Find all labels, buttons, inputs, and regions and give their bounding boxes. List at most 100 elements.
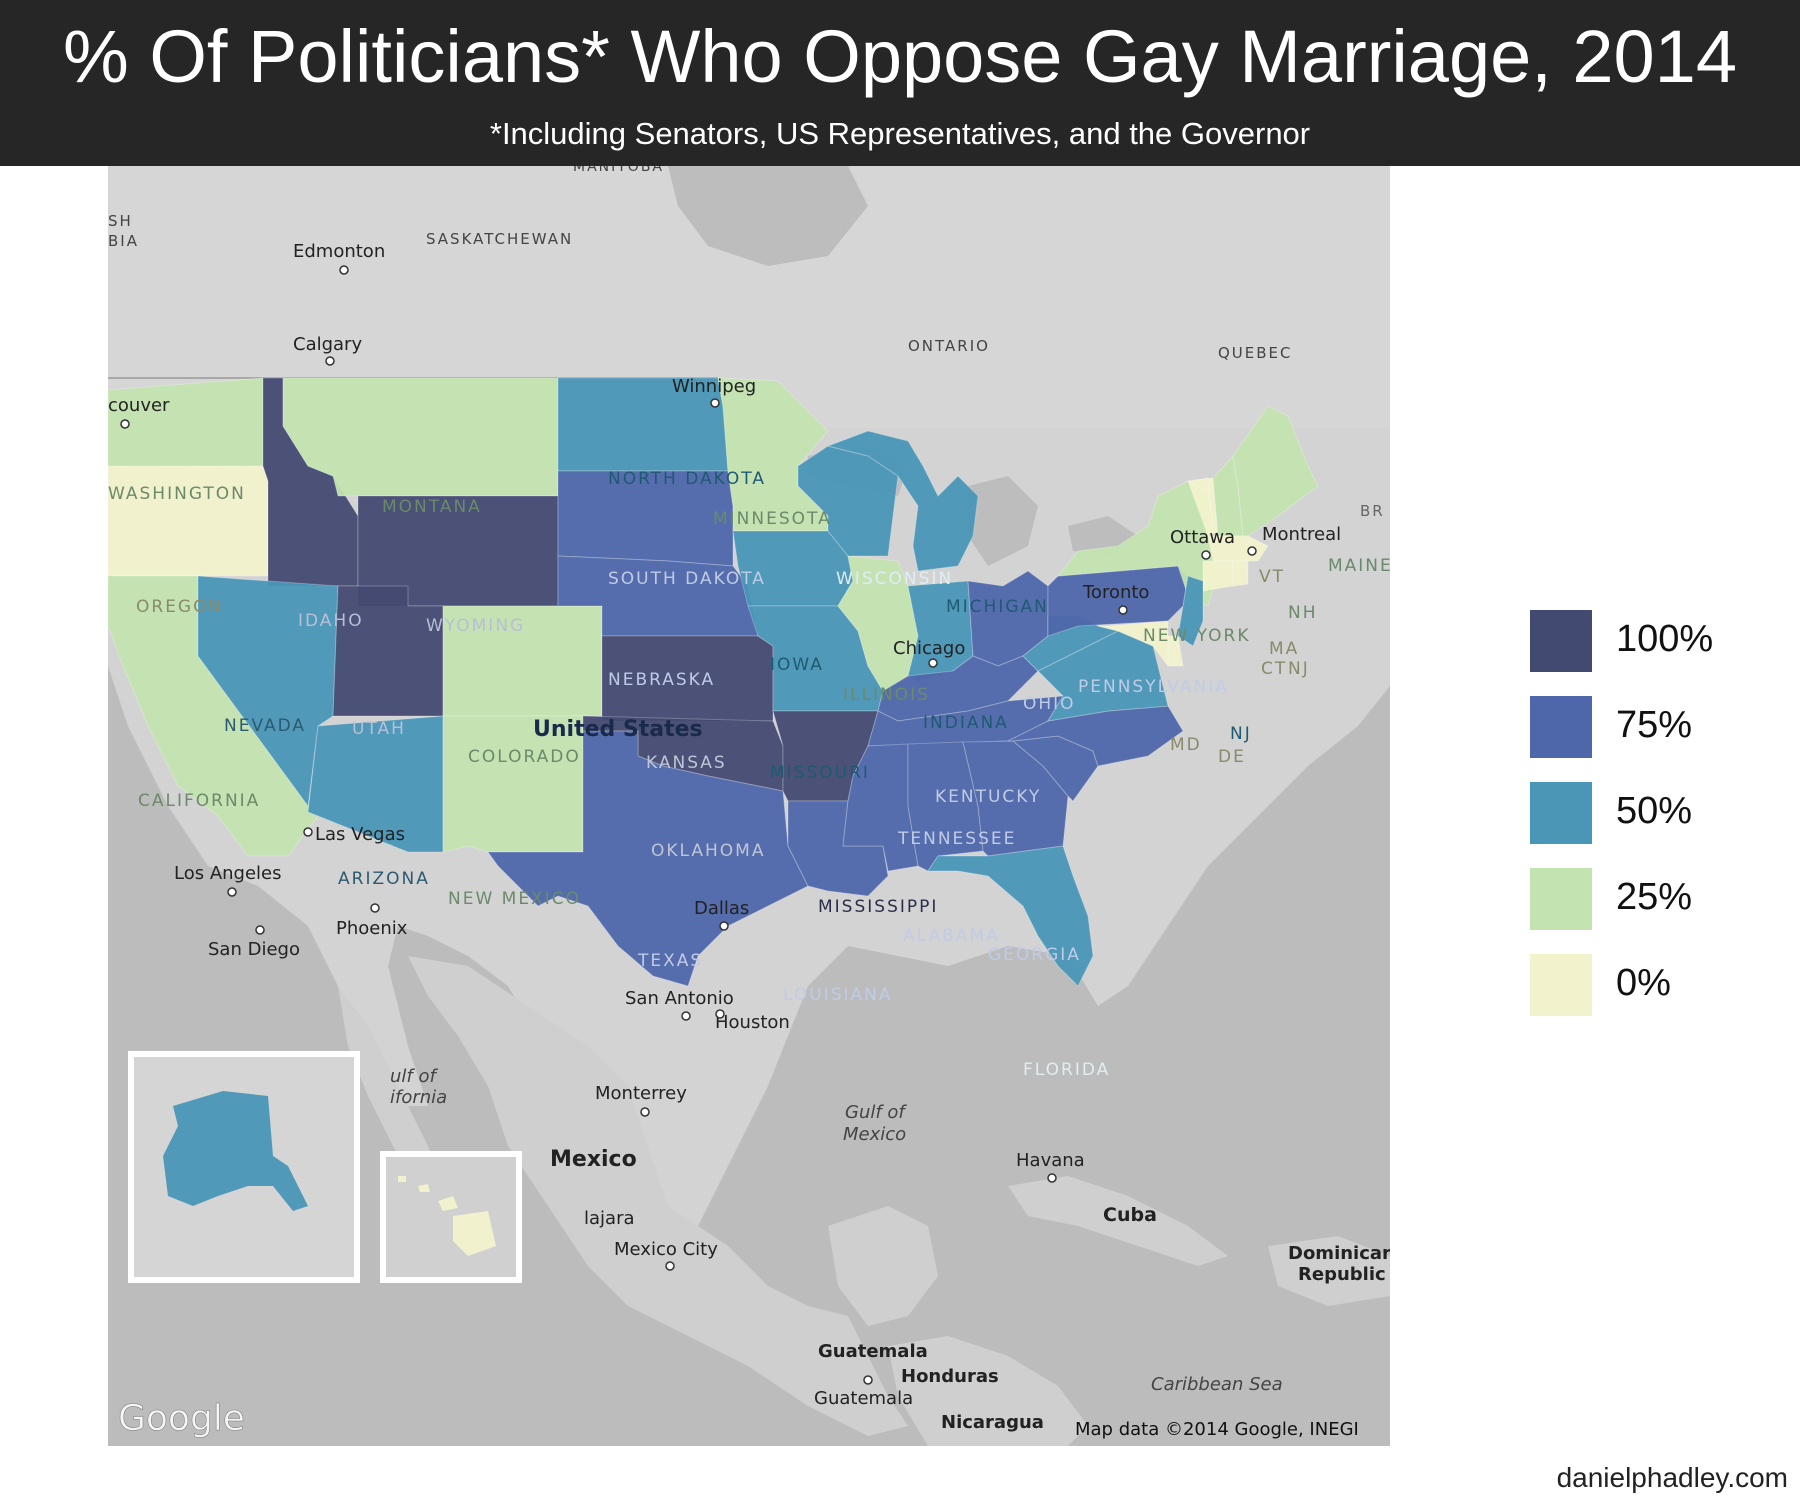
legend-label-0: 0% [1616,962,1671,1004]
region-label-quebec: QUEBEC [1218,344,1293,362]
city-dot-vancouver [120,419,130,429]
water-label-gulf-of-mexico-2: Mexico [843,1124,906,1145]
state-label-colorado: COLORADO [468,747,581,767]
city-label-toronto: Toronto [1082,582,1149,603]
hawaii-inset-frame [380,1151,522,1283]
legend-swatch-50 [1530,782,1592,844]
hudson-bay [668,166,868,266]
country-label-honduras: Honduras [901,1366,999,1387]
map-title: % Of Politicians* Who Oppose Gay Marriag… [63,15,1737,98]
state-label-vt: VT [1259,567,1285,587]
state-label-texas: TEXAS [637,951,703,971]
state-texas[interactable] [487,730,809,987]
map-attribution: Map data ©2014 Google, INEGI [1075,1419,1359,1440]
city-label-guadalajara: lajara [584,1208,635,1229]
state-connecticut[interactable] [1202,560,1234,592]
state-label-kentucky: KENTUCKY [935,787,1041,807]
state-label-utah: UTAH [352,719,406,739]
state-maryland[interactable] [1097,620,1169,668]
state-oregon[interactable] [108,465,269,577]
legend-label-75: 75% [1616,704,1693,746]
legend-label-25: 25% [1616,876,1693,918]
legend: 100% 75% 50% 25% 0% [1530,610,1790,1016]
country-label-cuba: Cuba [1103,1204,1157,1226]
country-label-mexico: Mexico [550,1147,637,1172]
city-dot-havana [1047,1173,1057,1183]
state-label-alabama: ALABAMA [903,926,1000,946]
state-alaska[interactable] [163,1091,308,1211]
state-rhode-island[interactable] [1232,560,1249,587]
state-label-new-york: NEW YORK [1143,626,1250,646]
state-michigan[interactable] [826,430,979,572]
state-arizona[interactable] [307,715,444,853]
city-dot-winnipeg [710,398,720,408]
country-label-guatemala: Guatemala [818,1341,928,1362]
city-dot-mexico-city [665,1261,675,1271]
state-label-oklahoma: OKLAHOMA [651,841,765,861]
state-label-wyoming: WYOMING [426,616,525,636]
region-label-ontario: ONTARIO [908,337,990,355]
country-label-nicaragua: Nicaragua [941,1412,1044,1433]
hawaii-inset[interactable] [380,1151,522,1283]
mexico-landmass [408,956,908,1436]
city-dot-phoenix [370,903,380,913]
state-maine[interactable] [1232,405,1319,537]
state-label-ct: CT [1261,659,1287,679]
city-dot-chicago [928,658,938,668]
city-label-phoenix: Phoenix [336,918,408,939]
state-label-oregon: OREGON [136,597,223,617]
city-label-havana: Havana [1016,1150,1085,1171]
region-label-manitoba: MANITOBA [573,166,664,175]
state-washington[interactable] [108,377,264,472]
state-label-north-dakota-1: NORTH DAKOTA [608,469,766,489]
state-labels: WASHINGTON OREGON CALIFORNIA IDAHO NEVAD… [108,469,1390,1080]
state-hawaii[interactable] [398,1176,496,1256]
state-label-nebraska: NEBRASKA [608,670,715,690]
state-label-tennessee: TENNESSEE [897,829,1016,849]
map-subtitle: *Including Senators, US Representatives,… [489,116,1311,151]
city-dot-dallas [719,921,729,931]
city-dot-toronto [1118,605,1128,615]
state-label-south-dakota: SOUTH DAKOTA [608,569,766,589]
state-label-mississippi: MISSISSIPPI [818,897,938,917]
water-label-gulf-of-mexico-1: Gulf of [845,1102,907,1123]
state-utah[interactable] [332,585,444,717]
yucatan-landmass [828,1206,938,1326]
legend-item-75: 75% [1530,696,1790,758]
state-label-nevada: NEVADA [224,716,306,736]
legend-label-100: 100% [1616,618,1714,660]
state-florida[interactable] [927,845,1094,987]
state-label-illinois: ILLINOIS [843,685,930,705]
legend-item-50: 50% [1530,782,1790,844]
legend-swatch-25 [1530,868,1592,930]
city-label-guatemala: Guatemala [814,1388,913,1409]
state-south-carolina[interactable] [1011,735,1099,802]
state-label-iowa: IOWA [770,655,824,675]
city-label-calgary: Calgary [293,334,362,355]
country-label-united-states: United States [533,717,703,742]
state-label-ma: MA [1269,639,1299,659]
state-new-jersey[interactable] [1177,575,1204,647]
cuba-landmass [1008,1176,1228,1266]
state-label-indiana: INDIANA [923,713,1009,733]
city-label-chicago: Chicago [893,638,965,659]
author-credit[interactable]: danielphadley.com [1556,1462,1788,1493]
city-label-monterrey: Monterrey [595,1083,687,1104]
city-label-los-angeles: Los Angeles [174,863,282,884]
city-dot-edmonton [339,265,349,275]
city-dot-guatemala [863,1375,873,1385]
choropleth-map[interactable]: MANITOBA SASKATCHEWAN ONTARIO QUEBEC SH … [108,166,1390,1446]
state-label-new-mexico: NEW MEXICO [448,889,581,909]
region-label-saskatchewan: SASKATCHEWAN [426,230,573,248]
state-label-md: MD [1170,735,1202,755]
legend-item-0: 0% [1530,954,1790,1016]
city-dot-san-antonio [681,1011,691,1021]
city-dot-ottawa [1201,550,1211,560]
city-dot-las-vegas [303,827,313,837]
state-label-missouri: MISSOURI [770,763,870,783]
water-label-gulf-of-california-2: ifornia [390,1087,447,1108]
city-dot-houston [715,1009,725,1019]
state-label-ri: NJ [1288,659,1310,679]
legend-swatch-100 [1530,610,1592,672]
alaska-inset[interactable] [128,1051,360,1283]
